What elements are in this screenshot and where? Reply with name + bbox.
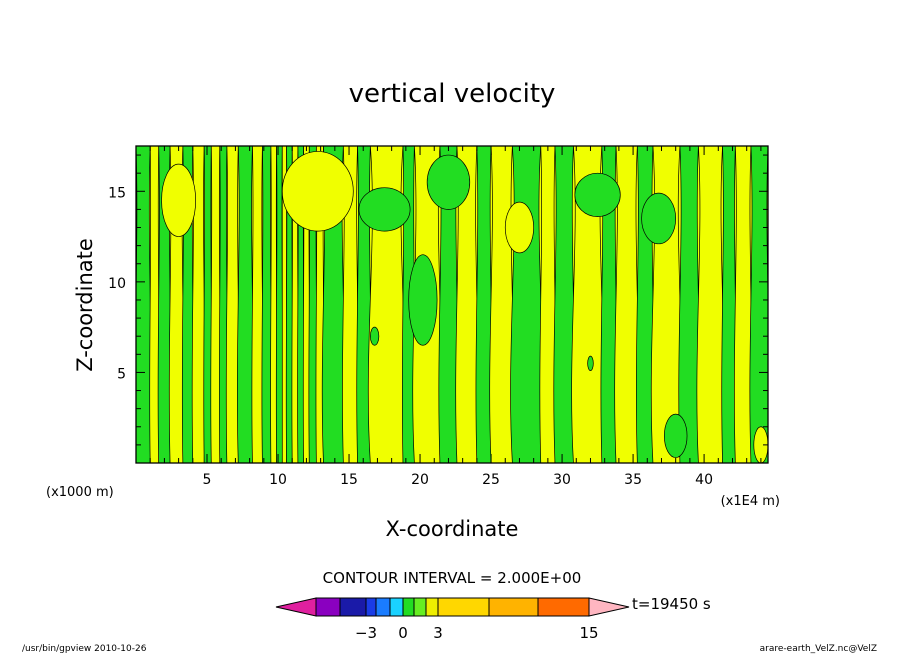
contour-blob (408, 254, 438, 346)
contour-blob (358, 187, 411, 232)
contour-blob (587, 355, 594, 371)
contour-blob (663, 413, 688, 458)
plot-frame (135, 145, 769, 464)
contour-band (136, 146, 152, 463)
contour-blob (369, 326, 380, 346)
colorbar-swatch (437, 597, 490, 617)
contour-band (721, 146, 737, 463)
contour-blob (426, 154, 471, 210)
contour-band (475, 146, 493, 463)
colorbar-swatch (537, 597, 590, 617)
colorbar: −3 0 3 15 (275, 597, 630, 642)
x-tick-label: 35 (624, 472, 642, 488)
contour-band (285, 146, 293, 463)
colorbar-label: 0 (398, 624, 408, 642)
colorbar-swatch (375, 597, 391, 617)
contour-band (275, 146, 283, 463)
contour-band (489, 146, 515, 463)
contour-band (438, 146, 459, 463)
footer-right: arare-earth_VelZ.nc@VelZ (760, 644, 877, 654)
contour-band (510, 146, 543, 463)
x-units-left: (x1000 m) (46, 485, 114, 500)
contour-band (749, 146, 768, 463)
colorbar-swatch (389, 597, 404, 617)
x-tick-label: 15 (340, 472, 358, 488)
contour-blob (161, 163, 196, 237)
x-axis: 5 10 15 20 25 30 35 40 (149, 146, 762, 488)
colorbar-left-arrow (275, 597, 317, 617)
contour-band (225, 146, 240, 463)
contour-field (136, 146, 768, 463)
contour-blob (641, 192, 677, 245)
y-tick-label: 5 (117, 366, 126, 382)
colorbar-swatch (425, 597, 439, 617)
contour-band (539, 146, 557, 463)
colorbar-swatch (315, 597, 341, 617)
contour-band (342, 146, 359, 463)
x-tick-label: 30 (553, 472, 571, 488)
footer-left: /usr/bin/gpview 2010-10-26 (22, 644, 147, 654)
contour-blob (281, 151, 354, 232)
x-tick-label: 10 (269, 472, 287, 488)
contour-band (281, 146, 288, 463)
contour-band (696, 146, 725, 463)
contour-band (600, 146, 618, 463)
x-tick-label: 5 (203, 472, 212, 488)
contour-band (270, 146, 278, 463)
contour-band (614, 146, 640, 463)
time-label: t=19450 s (632, 595, 711, 613)
x-tick-label: 40 (695, 472, 713, 488)
contour-band (455, 146, 479, 463)
contour-band (291, 146, 299, 463)
chart-title: vertical velocity (349, 79, 556, 109)
colorbar-label: 15 (579, 624, 598, 642)
contour-band (571, 146, 604, 463)
colorbar-swatch (488, 597, 539, 617)
colorbar-swatch (339, 597, 367, 617)
contour-band (210, 146, 221, 463)
colorbar-label: 3 (433, 624, 443, 642)
contour-interval: CONTOUR INTERVAL = 2.000E+00 (323, 569, 582, 587)
contour-band (203, 146, 213, 463)
x-tick-label: 25 (482, 472, 500, 488)
colorbar-swatch (413, 597, 427, 617)
contour-band (191, 146, 206, 463)
contour-band (251, 146, 264, 463)
x-units-right: (x1E4 m) (721, 494, 780, 509)
x-tick-label: 20 (411, 472, 429, 488)
colorbar-label: −3 (355, 624, 377, 642)
contour-band (149, 146, 160, 463)
contour-band (553, 146, 575, 463)
contour-band (218, 146, 228, 463)
contour-blob (504, 201, 535, 254)
contour-blob (574, 172, 621, 217)
contour-band (261, 146, 272, 463)
y-tick-label: 10 (108, 276, 126, 292)
colorbar-swatch (402, 597, 415, 617)
contour-band (678, 146, 700, 463)
contour-band (237, 146, 254, 463)
y-axis-label: Z-coordinate (73, 238, 97, 372)
x-axis-label: X-coordinate (386, 517, 519, 541)
colorbar-right-arrow (588, 597, 630, 617)
contour-band (733, 146, 753, 463)
y-axis: 5 10 15 (108, 154, 768, 446)
colorbar-swatch (365, 597, 377, 617)
y-tick-label: 15 (108, 185, 126, 201)
